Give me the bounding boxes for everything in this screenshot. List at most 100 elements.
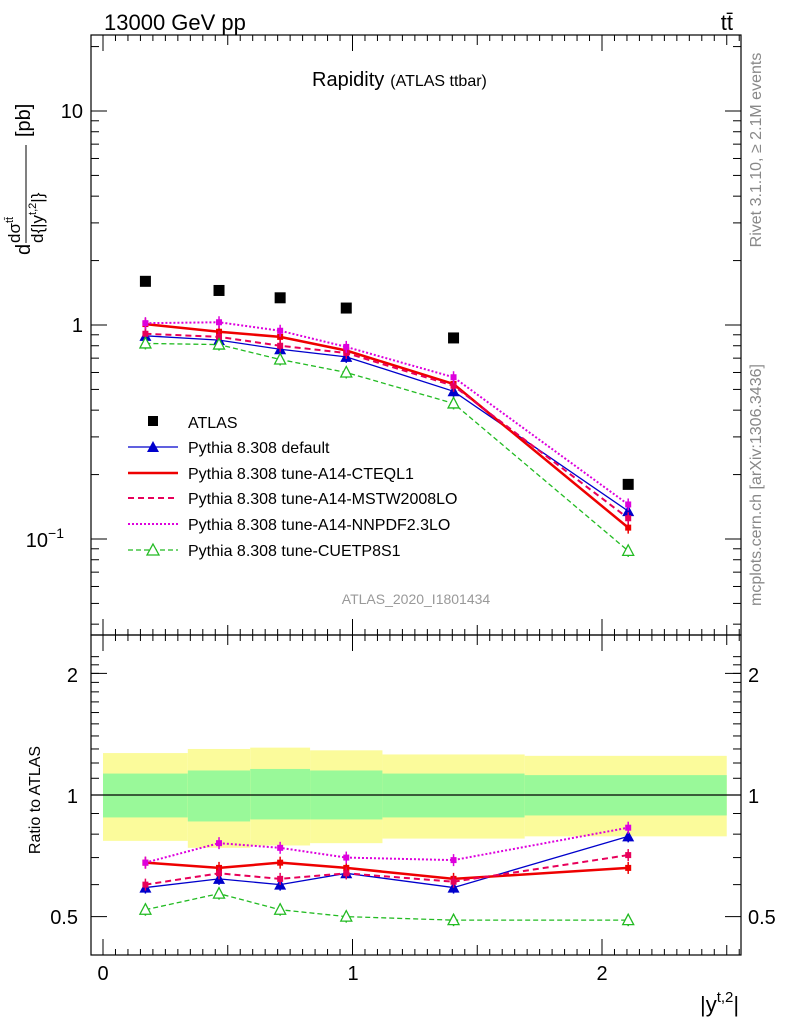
point-mstw-top — [450, 382, 457, 389]
point-mstw-ratio — [216, 870, 223, 877]
legend-label-nnpdf: Pythia 8.308 tune-A14-NNPDF2.3LO — [188, 517, 450, 534]
point-nnpdf-ratio — [343, 854, 350, 861]
bottom-ytick-right-1: 1 — [748, 786, 759, 808]
point-cteql1-top — [625, 524, 632, 531]
point-cuetp8s1-top — [339, 365, 353, 378]
ratio-panel-series — [138, 821, 635, 927]
bottom-ytick-2: 2 — [67, 665, 78, 687]
point-nnpdf-ratio — [216, 840, 223, 847]
point-default-top — [622, 505, 635, 517]
point-mstw-top — [142, 330, 149, 337]
point-mstw-ratio — [277, 875, 284, 882]
bottom-ytick-right-2: 2 — [748, 665, 759, 687]
series-line-default-top — [145, 335, 629, 512]
legend-marker-atlas — [148, 416, 158, 426]
point-cteql1-ratio — [277, 859, 284, 866]
point-mstw-top — [625, 515, 632, 522]
legend-label-default: Pythia 8.308 default — [188, 440, 330, 457]
series-line-mstw-top — [145, 332, 629, 520]
bottom-ytick-0.5: 0.5 — [50, 907, 78, 929]
series-line-cteql1-ratio — [145, 861, 629, 881]
point-atlas — [448, 332, 460, 344]
ratio-uncertainty-bands — [103, 747, 727, 848]
series-line-cuetp8s1-top — [145, 342, 629, 552]
point-cuetp8s1-top — [138, 336, 152, 349]
point-cuetp8s1-ratio — [621, 912, 635, 926]
point-cuetp8s1-top — [212, 337, 226, 350]
point-nnpdf-top — [142, 320, 149, 327]
svg-text:d: d — [13, 244, 35, 255]
x-axis-label: |yt,2| — [700, 989, 739, 1017]
point-atlas — [274, 292, 286, 304]
point-cteql1-top — [277, 333, 284, 340]
point-mstw-ratio — [450, 878, 457, 885]
xtick-0: 0 — [97, 963, 108, 985]
point-atlas — [622, 478, 634, 490]
point-default-ratio — [622, 830, 635, 842]
point-cuetp8s1-top — [446, 396, 461, 409]
point-mstw-top — [216, 333, 223, 340]
series-line-default-ratio — [145, 835, 629, 889]
legend: ATLAS Pythia 8.308 default Pythia 8.308 … — [128, 415, 457, 560]
legend-entry-cteql1: Pythia 8.308 tune-A14-CTEQL1 — [128, 466, 414, 483]
point-mstw-top — [343, 349, 350, 356]
point-cuetp8s1-top — [621, 543, 635, 557]
svg-text:d{|yt,2|}: d{|yt,2|} — [27, 192, 47, 243]
process-label: tt̄ — [721, 10, 733, 35]
point-nnpdf-ratio — [625, 824, 632, 831]
series-line-mstw-ratio — [145, 854, 629, 886]
legend-entry-mstw: Pythia 8.308 tune-A14-MSTW2008LO — [128, 491, 457, 508]
point-cteql1-ratio — [625, 864, 632, 871]
legend-entry-nnpdf: Pythia 8.308 tune-A14-NNPDF2.3LO — [128, 517, 450, 534]
svg-text:dσtt̄: dσtt̄ — [4, 217, 24, 243]
legend-entry-cuetp8s1: Pythia 8.308 tune-CUETP8S1 — [128, 542, 401, 560]
point-cuetp8s1-ratio — [212, 886, 226, 899]
rivet-note: Rivet 3.1.10, ≥ 2.1M events — [748, 53, 765, 248]
top-ytick-1: 1 — [72, 315, 83, 337]
legend-entry-atlas: ATLAS — [148, 415, 238, 432]
bottom-ytick-1: 1 — [67, 786, 78, 808]
top-ytick-10: 10 — [61, 101, 83, 123]
point-mstw-ratio — [625, 852, 632, 859]
bottom-y-axis-label: Ratio to ATLAS — [27, 746, 44, 854]
svg-text:[pb]: [pb] — [13, 104, 35, 137]
legend-label-cteql1: Pythia 8.308 tune-A14-CTEQL1 — [188, 466, 414, 483]
xtick-2: 2 — [596, 963, 607, 985]
point-atlas — [340, 302, 352, 314]
series-line-nnpdf-ratio — [145, 826, 629, 864]
xtick-1: 1 — [347, 963, 358, 985]
analysis-id: ATLAS_2020_I1801434 — [342, 591, 491, 607]
point-nnpdf-top — [450, 374, 457, 381]
plot-title: Rapidity (ATLAS ttbar) — [312, 69, 487, 91]
point-nnpdf-top — [625, 501, 632, 508]
top-y-axis-label: d dσtt̄ d{|yt,2|} [pb] — [4, 104, 47, 255]
point-nnpdf-ratio — [277, 844, 284, 851]
top-panel-series — [138, 275, 635, 557]
ratio-band-inner — [250, 768, 311, 820]
series-line-cuetp8s1-ratio — [145, 892, 629, 921]
point-nnpdf-top — [343, 343, 350, 350]
point-nnpdf-top — [216, 319, 223, 326]
point-mstw-ratio — [142, 881, 149, 888]
point-cuetp8s1-ratio — [273, 902, 287, 915]
series-line-nnpdf-top — [145, 321, 629, 506]
legend-marker-cuetp8s1 — [145, 542, 161, 556]
point-mstw-top — [277, 342, 284, 349]
top-ytick-0.1: 10−1 — [26, 525, 64, 552]
legend-label-cuetp8s1: Pythia 8.308 tune-CUETP8S1 — [188, 543, 401, 560]
legend-marker-default — [147, 441, 159, 452]
point-cuetp8s1-ratio — [138, 902, 152, 915]
point-cuetp8s1-ratio — [446, 912, 461, 926]
legend-label-atlas: ATLAS — [188, 415, 238, 432]
point-mstw-ratio — [343, 870, 350, 877]
point-nnpdf-top — [277, 327, 284, 334]
bottom-ytick-right-0.5: 0.5 — [748, 907, 776, 929]
point-nnpdf-ratio — [450, 857, 457, 864]
point-atlas — [139, 275, 151, 287]
legend-label-mstw: Pythia 8.308 tune-A14-MSTW2008LO — [188, 491, 457, 508]
energy-label: 13000 GeV pp — [104, 10, 246, 35]
mcplots-note: mcplots.cern.ch [arXiv:1306.3436] — [748, 364, 765, 606]
point-nnpdf-ratio — [142, 859, 149, 866]
axis-ticks — [91, 35, 741, 955]
